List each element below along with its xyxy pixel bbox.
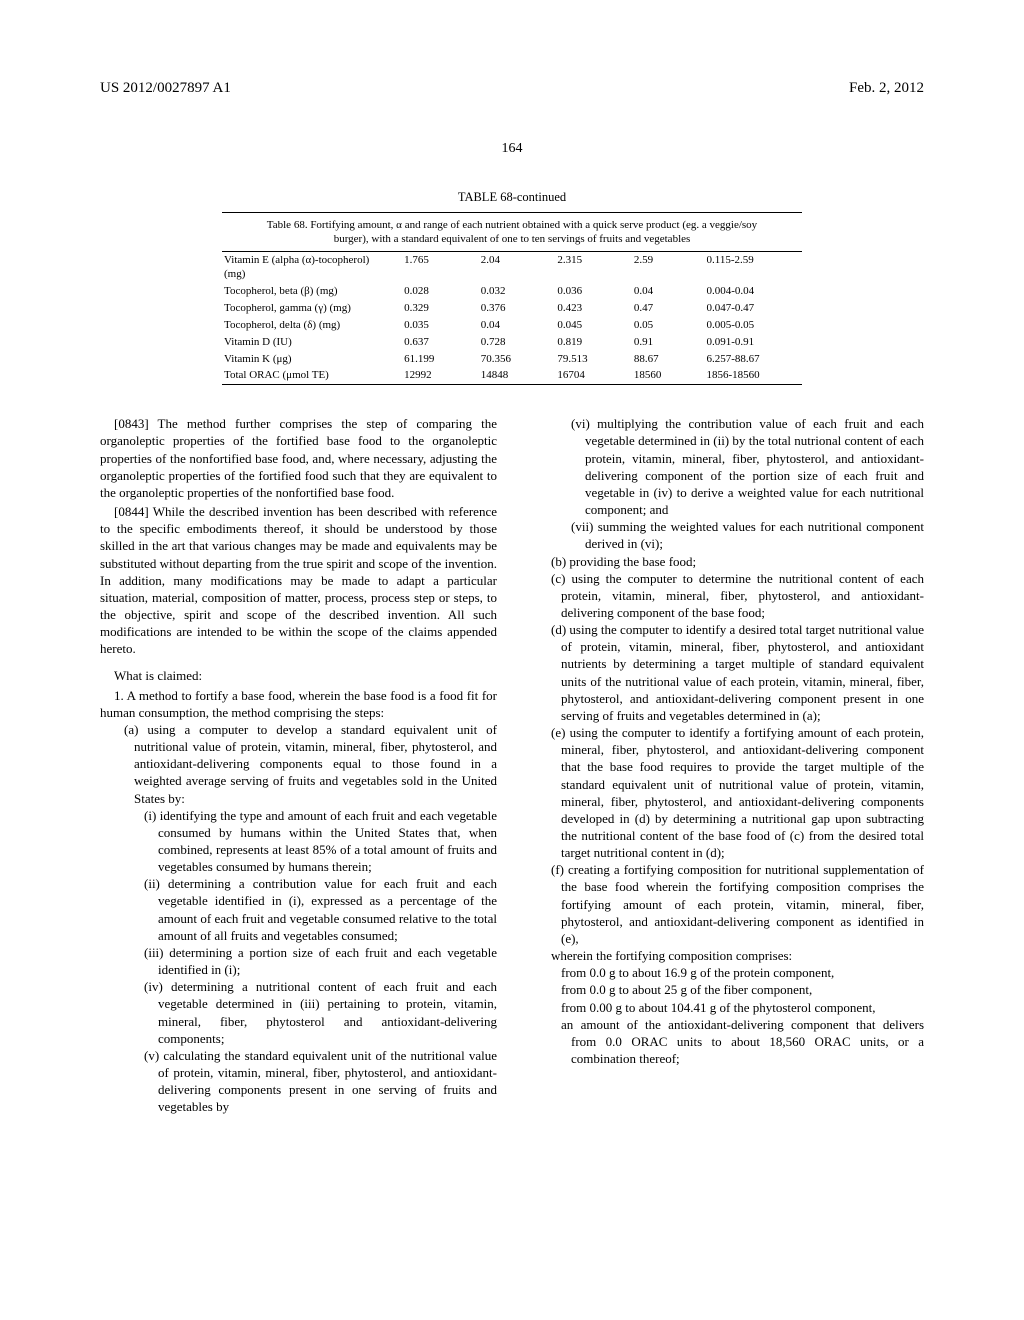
cell-range: 0.004-0.04	[693, 283, 802, 300]
table-title: TABLE 68-continued	[222, 189, 802, 206]
table-row: Tocopherol, gamma (γ) (mg)0.3290.3760.42…	[222, 300, 802, 317]
table-caption: Table 68. Fortifying amount, α and range…	[222, 212, 802, 251]
cell: 0.47	[616, 300, 693, 317]
table-row: Tocopherol, beta (β) (mg)0.0280.0320.036…	[222, 283, 802, 300]
cell: 0.035	[386, 317, 463, 334]
nutrient-table: Vitamin E (alpha (α)-tocopherol) (mg)1.7…	[222, 251, 802, 386]
wherein-1: from 0.0 g to about 16.9 g of the protei…	[561, 964, 924, 981]
cell: 2.04	[463, 251, 540, 283]
step-i: (i) identifying the type and amount of e…	[144, 807, 497, 876]
cell: 0.819	[539, 334, 616, 351]
table-row: Vitamin E (alpha (α)-tocopherol) (mg)1.7…	[222, 251, 802, 283]
wherein-2: from 0.0 g to about 25 g of the fiber co…	[561, 981, 924, 998]
cell: 0.637	[386, 334, 463, 351]
table-row: Tocopherol, delta (δ) (mg)0.0350.040.045…	[222, 317, 802, 334]
cell: 0.05	[616, 317, 693, 334]
cell: 18560	[616, 367, 693, 384]
step-iv: (iv) determining a nutritional content o…	[144, 978, 497, 1047]
cell-range: 1856-18560	[693, 367, 802, 384]
table-68: TABLE 68-continued Table 68. Fortifying …	[222, 189, 802, 385]
cell: 0.376	[463, 300, 540, 317]
row-label: Tocopherol, delta (δ) (mg)	[222, 317, 386, 334]
cell: 0.04	[463, 317, 540, 334]
step-e: (e) using the computer to identify a for…	[551, 724, 924, 861]
left-column: [0843] The method further comprises the …	[100, 415, 497, 1115]
cell: 79.513	[539, 351, 616, 368]
cell: 0.045	[539, 317, 616, 334]
cell: 0.04	[616, 283, 693, 300]
cell: 70.356	[463, 351, 540, 368]
step-v: (v) calculating the standard equivalent …	[144, 1047, 497, 1116]
cell-range: 0.115-2.59	[693, 251, 802, 283]
table-row: Total ORAC (μmol TE)12992148481670418560…	[222, 367, 802, 384]
step-a: (a) using a computer to develop a standa…	[124, 721, 497, 807]
step-c: (c) using the computer to determine the …	[551, 570, 924, 621]
cell: 2.315	[539, 251, 616, 283]
cell: 1.765	[386, 251, 463, 283]
step-iii: (iii) determining a portion size of each…	[144, 944, 497, 978]
cell: 14848	[463, 367, 540, 384]
cell: 12992	[386, 367, 463, 384]
table-row: Vitamin K (μg)61.19970.35679.51388.676.2…	[222, 351, 802, 368]
table-row: Vitamin D (IU)0.6370.7280.8190.910.091-0…	[222, 334, 802, 351]
wherein: wherein the fortifying composition compr…	[551, 947, 924, 964]
row-label: Tocopherol, gamma (γ) (mg)	[222, 300, 386, 317]
step-b: (b) providing the base food;	[551, 553, 924, 570]
claim-1: 1. A method to fortify a base food, wher…	[100, 687, 497, 721]
cell: 0.032	[463, 283, 540, 300]
row-label: Vitamin K (μg)	[222, 351, 386, 368]
step-vii: (vii) summing the weighted values for ea…	[571, 518, 924, 552]
cell: 0.036	[539, 283, 616, 300]
cell-range: 0.005-0.05	[693, 317, 802, 334]
page-number: 164	[0, 140, 1024, 159]
cell: 16704	[539, 367, 616, 384]
step-vi: (vi) multiplying the contribution value …	[571, 415, 924, 518]
step-f: (f) creating a fortifying composition fo…	[551, 861, 924, 947]
claims-heading: What is claimed:	[100, 667, 497, 684]
para-0844: [0844] While the described invention has…	[100, 503, 497, 657]
para-0843: [0843] The method further comprises the …	[100, 415, 497, 501]
cell: 0.423	[539, 300, 616, 317]
wherein-4: an amount of the antioxidant-delivering …	[561, 1016, 924, 1067]
page-header: US 2012/0027897 A1 Feb. 2, 2012	[0, 0, 1024, 98]
cell: 88.67	[616, 351, 693, 368]
row-label: Vitamin E (alpha (α)-tocopherol) (mg)	[222, 251, 386, 283]
cell: 0.728	[463, 334, 540, 351]
right-column: (vi) multiplying the contribution value …	[527, 415, 924, 1115]
cell: 0.028	[386, 283, 463, 300]
wherein-3: from 0.00 g to about 104.41 g of the phy…	[561, 999, 924, 1016]
cell: 2.59	[616, 251, 693, 283]
step-ii: (ii) determining a contribution value fo…	[144, 875, 497, 944]
row-label: Total ORAC (μmol TE)	[222, 367, 386, 384]
cell: 0.329	[386, 300, 463, 317]
row-label: Vitamin D (IU)	[222, 334, 386, 351]
patent-number: US 2012/0027897 A1	[100, 78, 231, 98]
cell-range: 0.091-0.91	[693, 334, 802, 351]
publication-date: Feb. 2, 2012	[849, 78, 924, 98]
cell: 0.91	[616, 334, 693, 351]
cell: 61.199	[386, 351, 463, 368]
cell-range: 0.047-0.47	[693, 300, 802, 317]
cell-range: 6.257-88.67	[693, 351, 802, 368]
body-columns: [0843] The method further comprises the …	[0, 385, 1024, 1115]
row-label: Tocopherol, beta (β) (mg)	[222, 283, 386, 300]
step-d: (d) using the computer to identify a des…	[551, 621, 924, 724]
